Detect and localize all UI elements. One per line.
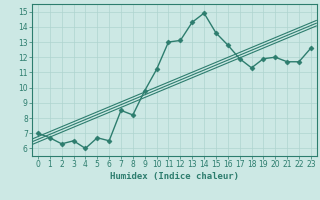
X-axis label: Humidex (Indice chaleur): Humidex (Indice chaleur) <box>110 172 239 181</box>
